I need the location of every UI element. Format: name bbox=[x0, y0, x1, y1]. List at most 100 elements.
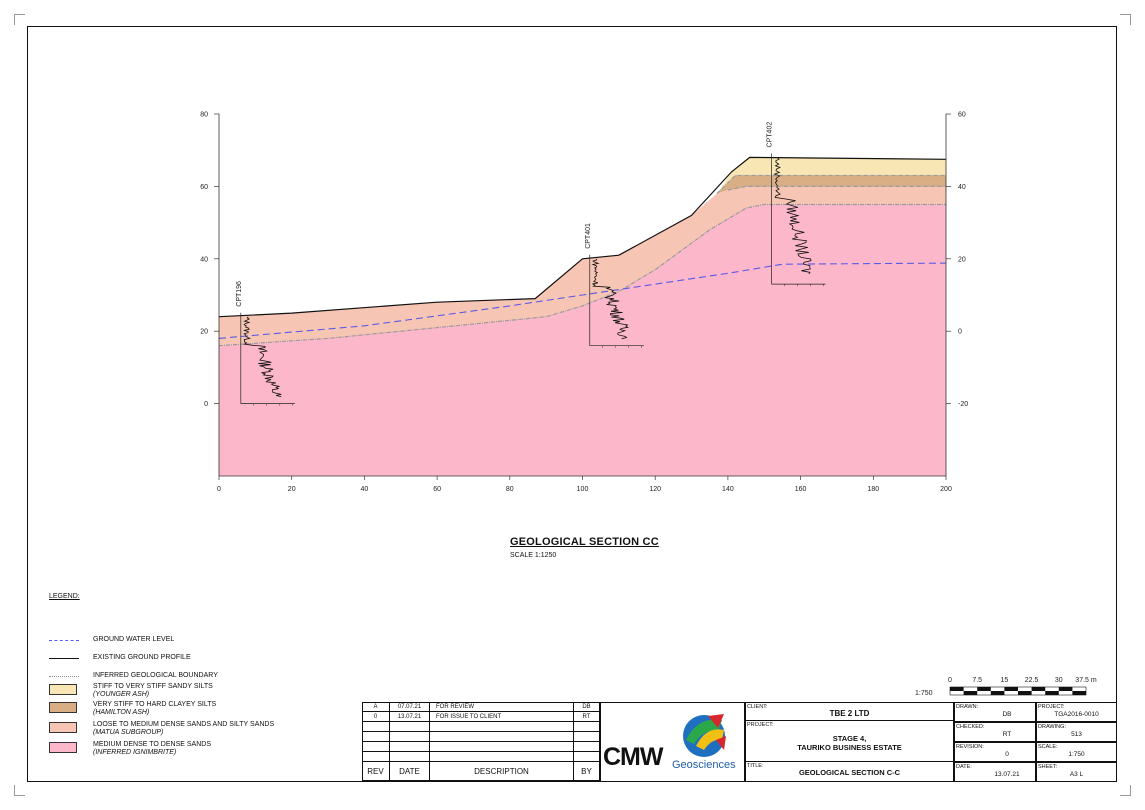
scale-bar-label: 37.5 m bbox=[1075, 677, 1097, 684]
logo-subtext: Geosciences bbox=[672, 759, 736, 771]
title-label: TITLE: bbox=[747, 763, 764, 769]
y-tick-label-left: 80 bbox=[200, 112, 208, 119]
x-tick-label: 20 bbox=[288, 486, 296, 493]
checked-box bbox=[954, 722, 1036, 742]
revision-by-cell bbox=[574, 752, 600, 762]
y-tick-label-left: 20 bbox=[200, 329, 208, 336]
legend-swatch bbox=[49, 722, 77, 733]
revision-date-cell bbox=[390, 732, 430, 742]
ground-profile-line bbox=[218, 156, 947, 318]
project-label: PROJECT: bbox=[747, 722, 774, 728]
legend-label-text: MEDIUM DENSE TO DENSE SANDS bbox=[93, 741, 211, 748]
revision-desc-cell: FOR ISSUE TO CLIENT bbox=[430, 712, 574, 722]
checked-value: RT bbox=[1002, 731, 1012, 738]
checked-label: CHECKED: bbox=[956, 724, 985, 730]
legend-label: GROUND WATER LEVEL bbox=[93, 636, 174, 644]
revision-date-cell bbox=[390, 722, 430, 732]
legend-label: INFERRED GEOLOGICAL BOUNDARY bbox=[93, 672, 218, 680]
x-tick-label: 60 bbox=[433, 486, 441, 493]
legend-label: LOOSE TO MEDIUM DENSE SANDS AND SILTY SA… bbox=[93, 721, 274, 737]
y-tick-label-right: 0 bbox=[958, 329, 962, 336]
revision-desc-cell bbox=[430, 722, 574, 732]
legend-label-text: INFERRED GEOLOGICAL BOUNDARY bbox=[93, 672, 218, 679]
legend-sublabel: (YOUNGER ASH) bbox=[93, 691, 150, 698]
scale-bar-segment bbox=[963, 691, 978, 695]
x-tick-label: 180 bbox=[867, 486, 879, 493]
y-tick-label-left: 40 bbox=[200, 256, 208, 263]
y-tick-label-right: 40 bbox=[958, 184, 966, 191]
legend-label-text: GROUND WATER LEVEL bbox=[93, 636, 175, 643]
y-tick-label-right: 60 bbox=[958, 112, 966, 119]
project-number-box bbox=[1036, 702, 1117, 722]
cpt-label: CPT401 bbox=[585, 223, 592, 249]
drawing-number-label: DRAWING: bbox=[1038, 724, 1066, 730]
drawing-number-value: 513 bbox=[1071, 731, 1082, 738]
legend-label: STIFF TO VERY STIFF SANDY SILTS (YOUNGER … bbox=[93, 683, 213, 699]
x-tick-label: 140 bbox=[722, 486, 734, 493]
title-box bbox=[745, 761, 954, 782]
y-tick-label-right: -20 bbox=[958, 401, 968, 408]
drawn-label: DRAWN: bbox=[956, 704, 979, 710]
project-number-label: PROJECT: bbox=[1038, 704, 1065, 710]
legend-swatch bbox=[49, 742, 77, 753]
legend-label-text: STIFF TO VERY STIFF SANDY SILTS bbox=[93, 683, 213, 690]
legend-sublabel: (INFERRED IGNIMBRITE) bbox=[93, 749, 177, 756]
client-value: TBE 2 LTD bbox=[829, 709, 870, 718]
revision-rev-cell bbox=[362, 722, 390, 732]
date-label: DATE: bbox=[956, 764, 972, 770]
cpt-label: CPT196 bbox=[236, 281, 243, 307]
scale-bar: 0 7.5 15 22.5 30 37.5 m 1:750 bbox=[915, 677, 1097, 697]
x-tick-label: 0 bbox=[217, 486, 221, 493]
x-tick-label: 80 bbox=[506, 486, 514, 493]
y-tick-label-left: 0 bbox=[204, 401, 208, 408]
revision-by-cell: RT bbox=[574, 712, 600, 722]
logo-text: CMW bbox=[603, 743, 663, 771]
cpt-trace bbox=[242, 316, 282, 397]
scale-box bbox=[1036, 742, 1117, 762]
revision-desc-cell: FOR REVIEW bbox=[430, 702, 574, 712]
scale-bar-segment bbox=[977, 687, 991, 691]
legend-line-symbol bbox=[49, 658, 79, 659]
revision-by-cell bbox=[574, 742, 600, 752]
legend-label-text: LOOSE TO MEDIUM DENSE SANDS AND SILTY SA… bbox=[93, 721, 275, 728]
revision-date-cell: 13.07.21 bbox=[390, 712, 430, 722]
sheet-box bbox=[1036, 762, 1117, 782]
legend-label: VERY STIFF TO HARD CLAYEY SILTS (HAMILTON… bbox=[93, 701, 216, 717]
drawing-number-box bbox=[1036, 722, 1117, 742]
revision-desc-cell bbox=[430, 742, 574, 752]
layer-hamilton-ash bbox=[717, 175, 946, 194]
x-tick-label: 120 bbox=[649, 486, 661, 493]
revision-desc-cell bbox=[430, 732, 574, 742]
y-tick-label-left: 60 bbox=[200, 184, 208, 191]
legend-label-text: EXISTING GROUND PROFILE bbox=[93, 654, 191, 661]
sheet-value: A3 L bbox=[1069, 771, 1084, 778]
revision-header-by: BY bbox=[574, 762, 600, 781]
legend-line-symbol bbox=[49, 640, 79, 641]
scale-value: 1:750 bbox=[1068, 751, 1085, 758]
scale-bar-segment bbox=[1018, 691, 1032, 695]
cmw-logo-mark bbox=[683, 714, 726, 757]
date-box bbox=[954, 762, 1036, 782]
scale-bar-outline bbox=[949, 686, 1087, 696]
x-tick-label: 200 bbox=[940, 486, 952, 493]
scale-bar-label: 15 bbox=[1001, 677, 1009, 684]
scale-bar-segment bbox=[1045, 691, 1059, 695]
revision-rev-cell bbox=[362, 732, 390, 742]
legend-sublabel: (HAMILTON ASH) bbox=[93, 709, 150, 716]
revision-rev-cell: 0 bbox=[362, 712, 390, 722]
revision-header-rev: REV bbox=[362, 762, 390, 781]
legend-line-symbol bbox=[49, 676, 79, 677]
revision-date-cell bbox=[390, 752, 430, 762]
client-label: CLIENT: bbox=[747, 704, 768, 710]
scale-bar-ratio: 1:750 bbox=[915, 690, 933, 697]
scale-bar-segment bbox=[990, 691, 1005, 695]
drawing-scale-text: SCALE 1:1250 bbox=[510, 552, 557, 559]
crop-mark bbox=[1120, 14, 1131, 25]
drawing-title: GEOLOGICAL SECTION CC bbox=[510, 536, 659, 548]
revision-label: REVISION: bbox=[956, 744, 984, 750]
layer-matua-subgroup bbox=[219, 186, 946, 346]
legend-sublabel: (MATUA SUBGROUP) bbox=[93, 729, 164, 736]
project-value-line2: TAURIKO BUSINESS ESTATE bbox=[797, 743, 902, 752]
cpt-trace bbox=[591, 258, 630, 340]
project-value-line1: STAGE 4, bbox=[832, 734, 867, 743]
